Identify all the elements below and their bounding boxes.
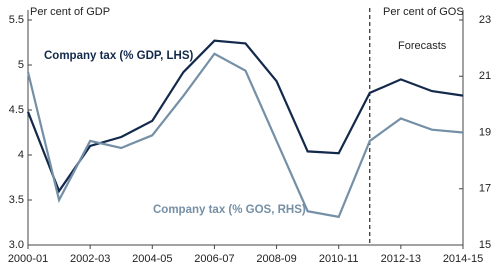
y-tick-label: 5 <box>18 59 24 71</box>
x-tick-label: 2004-05 <box>132 253 172 265</box>
series-label: Company tax (% GOS, RHS) <box>153 204 306 216</box>
x-tick-label: 2002-03 <box>70 253 110 265</box>
annotation: Forecasts <box>398 40 447 52</box>
x-tick-label: 2008-09 <box>256 253 296 265</box>
y-tick-label: 3.0 <box>9 239 24 251</box>
x-tick-label: 2012-13 <box>381 253 421 265</box>
y-tick-label: 3.5 <box>9 194 24 206</box>
y2-tick-label: 15 <box>479 239 491 251</box>
y2-axis-label: Per cent of GOS <box>383 6 464 18</box>
y2-tick-label: 19 <box>479 126 491 138</box>
series-label: Company tax (% GDP, LHS) <box>44 50 193 62</box>
x-tick-label: 2014-15 <box>443 253 483 265</box>
series-line <box>26 52 464 219</box>
y2-tick-label: 17 <box>479 183 491 195</box>
x-tick-label: 2010-11 <box>319 253 359 265</box>
series-line <box>26 39 464 194</box>
y-axis-label: Per cent of GDP <box>30 6 110 18</box>
y-tick-label: 4.5 <box>9 104 24 116</box>
y2-tick-label: 21 <box>479 70 491 82</box>
y2-tick-label: 23 <box>479 14 491 26</box>
x-tick-label: 2000-01 <box>8 253 48 265</box>
y-tick-label: 5.5 <box>9 14 24 26</box>
y-tick-label: 4 <box>18 149 24 161</box>
x-tick-label: 2006-07 <box>194 253 234 265</box>
